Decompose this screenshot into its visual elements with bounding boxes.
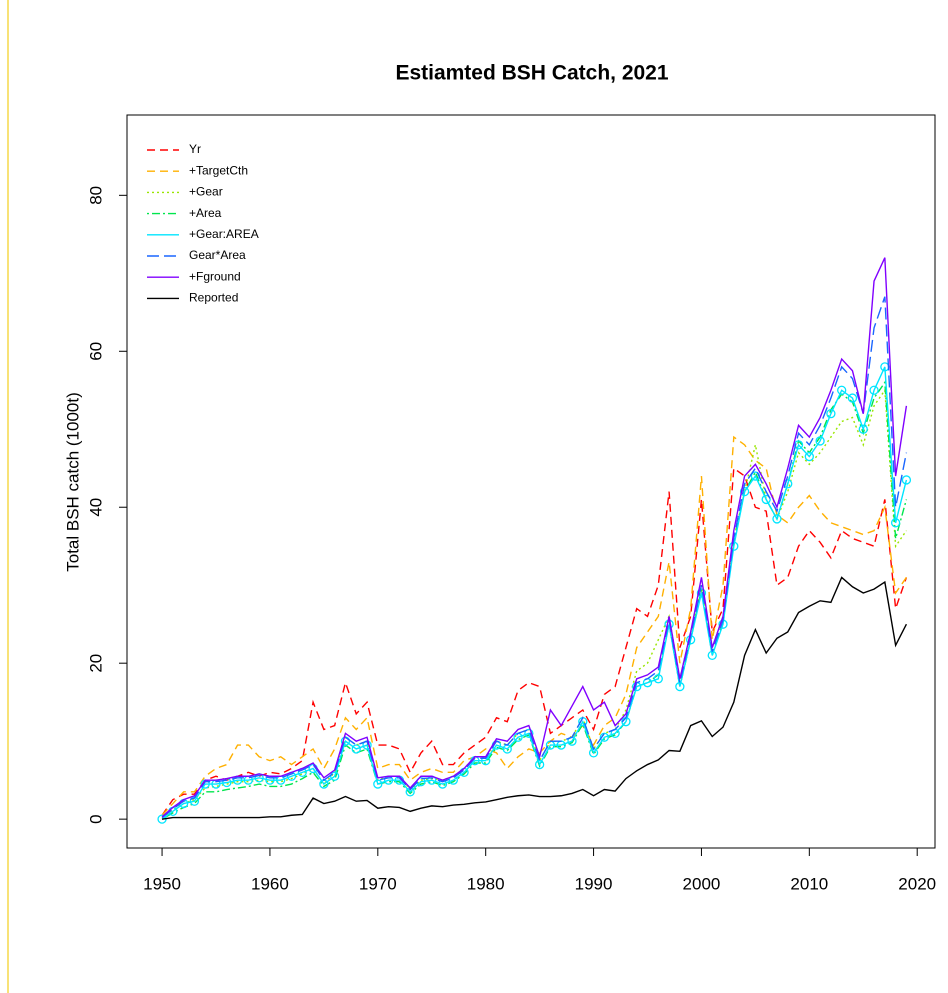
series-point bbox=[534, 759, 545, 770]
x-tick-label: 2020 bbox=[898, 874, 936, 893]
y-tick-label: 20 bbox=[86, 654, 105, 673]
y-tick-label: 80 bbox=[86, 186, 105, 205]
legend-label: +Gear:AREA bbox=[189, 227, 259, 241]
series-point bbox=[330, 771, 340, 781]
x-tick-label: 1960 bbox=[251, 874, 289, 893]
legend-label: Yr bbox=[189, 142, 201, 156]
x-tick-label: 1970 bbox=[359, 874, 397, 893]
chart-title: Estiamted BSH Catch, 2021 bbox=[395, 62, 668, 85]
plot-box bbox=[126, 114, 936, 849]
series-point bbox=[524, 728, 534, 739]
legend-label: Reported bbox=[189, 291, 238, 305]
y-tick-label: 0 bbox=[86, 814, 105, 823]
x-tick-label: 1950 bbox=[143, 874, 181, 893]
legend-label: +Area bbox=[189, 206, 222, 220]
series-point bbox=[351, 744, 361, 754]
series-point bbox=[837, 385, 847, 395]
legend-label: Gear*Area bbox=[189, 248, 246, 262]
x-tick-label: 1990 bbox=[575, 874, 613, 893]
series-line bbox=[161, 388, 907, 819]
y-axis-label: Total BSH catch (1000t) bbox=[63, 392, 82, 572]
series-line bbox=[161, 576, 908, 820]
series-point bbox=[804, 451, 814, 462]
series-point bbox=[858, 424, 868, 434]
y-tick-label: 60 bbox=[86, 342, 105, 361]
series-point bbox=[901, 475, 912, 485]
y-tick-label: 40 bbox=[86, 498, 105, 517]
series-point bbox=[793, 440, 804, 450]
series-point bbox=[890, 518, 901, 528]
series-point bbox=[739, 486, 750, 497]
series-point bbox=[761, 494, 771, 505]
series-line bbox=[161, 466, 908, 816]
series-point bbox=[599, 732, 610, 742]
x-tick-label: 2010 bbox=[790, 874, 828, 893]
series-point bbox=[869, 385, 879, 395]
series-point bbox=[653, 674, 663, 684]
legend-label: +TargetCth bbox=[189, 163, 248, 177]
x-tick-label: 2000 bbox=[683, 874, 721, 893]
series-point bbox=[772, 514, 782, 524]
legend-label: +Fground bbox=[189, 269, 241, 283]
legend-label: +Gear bbox=[189, 185, 223, 199]
series-line bbox=[161, 257, 908, 818]
series-point bbox=[696, 588, 707, 598]
series-point bbox=[815, 436, 825, 446]
series-point bbox=[675, 681, 685, 692]
series-line bbox=[161, 296, 908, 819]
series-point bbox=[373, 779, 383, 789]
series-point bbox=[826, 409, 836, 419]
series-point bbox=[847, 393, 858, 403]
x-tick-label: 1980 bbox=[467, 874, 505, 893]
series-line bbox=[161, 366, 908, 820]
